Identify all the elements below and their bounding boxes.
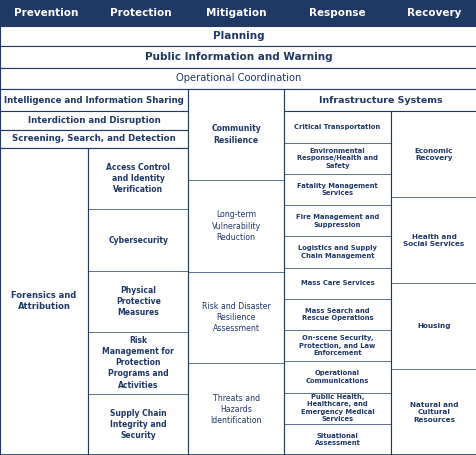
Text: Threats and
Hazards
Identification: Threats and Hazards Identification (210, 394, 261, 425)
Text: Interdiction and Disruption: Interdiction and Disruption (28, 116, 160, 125)
Text: Risk
Management for
Protection
Programs and
Activities: Risk Management for Protection Programs … (102, 336, 174, 389)
Bar (0, 89, 188, 111)
Text: Infrastructure Systems: Infrastructure Systems (318, 96, 441, 105)
Bar (188, 0, 283, 26)
Text: Protection: Protection (109, 8, 171, 18)
Text: Economic
Recovery: Economic Recovery (414, 148, 452, 161)
Text: Planning: Planning (212, 31, 264, 41)
Text: Access Control
and Identity
Verification: Access Control and Identity Verification (106, 163, 170, 194)
Text: Mass Search and
Rescue Operations: Mass Search and Rescue Operations (301, 308, 373, 321)
Bar (0, 68, 476, 89)
Text: Screening, Search, and Detection: Screening, Search, and Detection (12, 134, 176, 143)
Bar (283, 0, 390, 26)
Text: Critical Transportation: Critical Transportation (294, 124, 380, 130)
Text: Mass Care Services: Mass Care Services (300, 280, 374, 286)
Text: Long-term
Vulnerability
Reduction: Long-term Vulnerability Reduction (211, 211, 260, 242)
Bar (0, 46, 476, 68)
Text: Logistics and Supply
Chain Management: Logistics and Supply Chain Management (298, 245, 376, 259)
Text: On-scene Security,
Protection, and Law
Enforcement: On-scene Security, Protection, and Law E… (299, 335, 375, 356)
Bar (93, 0, 188, 26)
Text: Health and
Social Services: Health and Social Services (403, 233, 464, 247)
Bar (283, 111, 390, 455)
Text: Public Health,
Healthcare, and
Emergency Medical
Services: Public Health, Healthcare, and Emergency… (300, 394, 374, 422)
Text: Forensics and
Attribution: Forensics and Attribution (11, 291, 77, 312)
Bar (188, 89, 283, 455)
Bar (283, 89, 476, 111)
Text: Operational Coordination: Operational Coordination (176, 73, 300, 83)
Text: Recovery: Recovery (406, 8, 460, 18)
Bar (0, 130, 188, 148)
Text: Fire Management and
Suppression: Fire Management and Suppression (295, 214, 378, 228)
Text: Prevention: Prevention (14, 8, 79, 18)
Text: Housing: Housing (416, 323, 450, 329)
Bar (88, 148, 188, 455)
Text: Supply Chain
Integrity and
Security: Supply Chain Integrity and Security (110, 409, 166, 440)
Bar (0, 0, 93, 26)
Text: Fatality Management
Services: Fatality Management Services (297, 183, 377, 196)
Text: Public Information and Warning: Public Information and Warning (144, 52, 332, 62)
Text: Cybersecurity: Cybersecurity (108, 236, 168, 244)
Bar (390, 0, 476, 26)
Text: Situational
Assessment: Situational Assessment (314, 433, 360, 446)
Text: Physical
Protective
Measures: Physical Protective Measures (116, 286, 160, 317)
Text: Environmental
Response/Health and
Safety: Environmental Response/Health and Safety (297, 148, 377, 169)
Text: Operational
Communications: Operational Communications (305, 370, 368, 384)
Text: Response: Response (308, 8, 365, 18)
Bar (0, 148, 88, 455)
Bar (0, 111, 188, 130)
Text: Intelligence and Information Sharing: Intelligence and Information Sharing (4, 96, 184, 105)
Text: Community
Resilience: Community Resilience (211, 125, 260, 145)
Text: Natural and
Cultural
Resources: Natural and Cultural Resources (409, 402, 457, 423)
Bar (390, 111, 476, 455)
Bar (0, 26, 476, 46)
Text: Risk and Disaster
Resilience
Assessment: Risk and Disaster Resilience Assessment (201, 302, 270, 333)
Text: Mitigation: Mitigation (206, 8, 266, 18)
